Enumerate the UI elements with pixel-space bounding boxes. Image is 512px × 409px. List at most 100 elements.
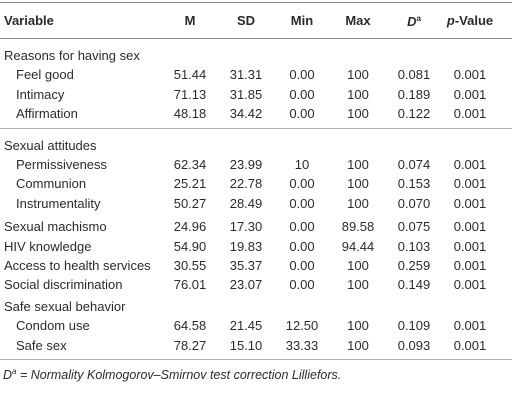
cell: 0.00	[289, 67, 315, 83]
row-label: Condom use	[16, 318, 90, 334]
cell: 28.49	[229, 195, 263, 211]
cell: 0.001	[453, 86, 487, 102]
header-text: Max	[345, 12, 371, 28]
table-row: Instrumentality 50.27 28.49 0.00 100 0.070 0.0…	[0, 194, 512, 213]
section: Safe sexual behavior Condom use 64.58 21.45…	[0, 295, 512, 361]
table-row: Communion 25.21 22.78 0.00 100 0.153 0.001	[0, 174, 512, 193]
cell: 0.00	[289, 219, 315, 235]
cell: 0.070	[397, 195, 431, 211]
cell: 0.00	[289, 106, 315, 122]
row-label: Instrumentality	[16, 195, 101, 211]
cell: 0.00	[289, 277, 315, 293]
cell: 22.78	[229, 176, 263, 192]
cell: 15.10	[229, 337, 263, 353]
cell: 0.001	[453, 318, 487, 334]
cell: 51.44	[173, 67, 207, 83]
row-label: Sexual machismo	[4, 219, 107, 235]
cell: 48.18	[173, 106, 207, 122]
cell: 0.001	[453, 337, 487, 353]
cell: 0.001	[453, 258, 487, 274]
cell: 54.90	[173, 238, 207, 254]
header-text: M	[184, 12, 196, 28]
section: Reasons for having sex Feel good 51.44 31.3…	[0, 39, 512, 129]
cell: 0.149	[397, 277, 431, 293]
cell: 33.33	[285, 337, 319, 353]
cell: 100	[347, 86, 369, 102]
table-row: Safe sex 78.27 15.10 33.33 100 0.093 0.001	[0, 336, 512, 355]
header-cell: Min	[274, 11, 330, 30]
cell: 0.00	[289, 195, 315, 211]
group-label: Reasons for having sex	[4, 48, 140, 63]
header-italic: D	[407, 14, 417, 30]
cell: 0.001	[453, 67, 487, 83]
header-row: Variable M SD Min Max Da p-Value	[0, 2, 512, 39]
group-label: Safe sexual behavior	[4, 298, 126, 314]
row-label: Social discrimination	[4, 277, 123, 293]
group-row: Safe sexual behavior	[0, 297, 512, 316]
section: Sexual machismo 24.96 17.30 0.00 89.58 0.075 0…	[0, 217, 512, 236]
row-label: Access to health services	[4, 258, 151, 274]
cell: 30.55	[173, 258, 207, 274]
cell: 0.153	[397, 176, 431, 192]
table-row: Social discrimination 76.01 23.07 0.00 100 0.…	[0, 275, 512, 294]
cell: 100	[347, 67, 369, 83]
cell: 100	[347, 337, 369, 353]
row-label: Permissiveness	[16, 157, 108, 173]
group-row: Reasons for having sex	[0, 46, 512, 65]
group-row: Sexual attitudes	[0, 136, 512, 155]
cell: 25.21	[173, 176, 207, 192]
section: HIV knowledge 54.90 19.83 0.00 94.44 0.103 0.0…	[0, 237, 512, 256]
cell: 0.001	[453, 219, 487, 235]
table-row: HIV knowledge 54.90 19.83 0.00 94.44 0.103 0.0…	[0, 237, 512, 256]
header-cell: Variable	[0, 11, 152, 30]
table-row: Intimacy 71.13 31.85 0.00 100 0.189 0.001	[0, 85, 512, 104]
cell: 21.45	[229, 318, 263, 334]
header-cell: M	[162, 11, 218, 30]
cell: 0.122	[397, 106, 431, 122]
row-label: Feel good	[16, 67, 74, 83]
header-cell: SD	[218, 11, 274, 30]
cell: 0.001	[453, 238, 487, 254]
header-cell: Da	[386, 9, 442, 31]
cell: 0.00	[289, 258, 315, 274]
footnote-symbol: D	[3, 368, 13, 383]
footnote: Da = Normality Kolmogorov–Smirnov test c…	[0, 360, 512, 382]
cell: 0.00	[289, 176, 315, 192]
cell: 89.58	[341, 219, 375, 235]
table-row: Access to health services 30.55 35.37 0.00 1…	[0, 256, 512, 275]
cell: 23.07	[229, 277, 263, 293]
cell: 71.13	[173, 86, 207, 102]
header-text: Variable	[4, 12, 54, 28]
section: Social discrimination 76.01 23.07 0.00 100 0.…	[0, 275, 512, 294]
header-text: -Value	[454, 12, 494, 28]
table-row: Condom use 64.58 21.45 12.50 100 0.109 0.001	[0, 316, 512, 335]
table-row: Permissiveness 62.34 23.99 10 100 0.074 0.001	[0, 155, 512, 174]
cell: 100	[347, 106, 369, 122]
cell: 0.00	[289, 86, 315, 102]
header-italic: p	[446, 12, 455, 28]
cell: 31.31	[229, 67, 263, 83]
cell: 0.075	[397, 219, 431, 235]
section: Sexual attitudes Permissiveness 62.34 23.99…	[0, 129, 512, 218]
cell: 0.001	[453, 106, 487, 122]
cell: 12.50	[285, 318, 319, 334]
cell: 0.103	[397, 238, 431, 254]
cell: 50.27	[173, 195, 207, 211]
cell: 0.001	[453, 157, 487, 173]
cell: 0.081	[397, 67, 431, 83]
cell: 0.001	[453, 176, 487, 192]
cell: 0.109	[397, 318, 431, 334]
cell: 62.34	[173, 157, 207, 173]
cell: 24.96	[173, 219, 207, 235]
cell: 17.30	[229, 219, 263, 235]
table-row: Sexual machismo 24.96 17.30 0.00 89.58 0.075 0…	[0, 217, 512, 236]
cell: 0.259	[397, 258, 431, 274]
header-text: SD	[236, 12, 256, 28]
cell: 34.42	[229, 106, 263, 122]
cell: 19.83	[229, 238, 263, 254]
cell: 64.58	[173, 318, 207, 334]
cell: 35.37	[229, 258, 263, 274]
cell: 0.189	[397, 86, 431, 102]
row-label: Intimacy	[16, 86, 65, 102]
